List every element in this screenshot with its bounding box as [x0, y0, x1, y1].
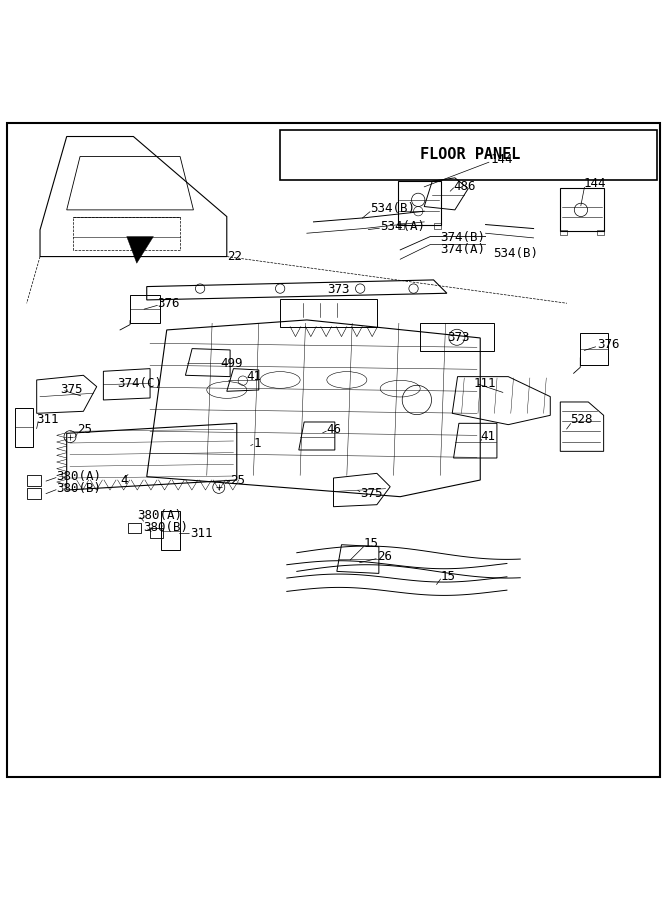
- Bar: [398, 181, 441, 225]
- Text: 380(B): 380(B): [143, 521, 188, 534]
- Text: 375: 375: [60, 383, 83, 397]
- Text: 4: 4: [120, 473, 127, 487]
- Text: 144: 144: [584, 176, 606, 190]
- Bar: [560, 230, 567, 235]
- Text: 534(B): 534(B): [494, 247, 538, 260]
- Bar: [161, 511, 180, 550]
- Text: 375: 375: [360, 487, 383, 500]
- Text: 1: 1: [253, 436, 261, 450]
- Bar: [27, 475, 41, 486]
- Bar: [27, 488, 41, 499]
- Text: 534(A): 534(A): [380, 220, 425, 233]
- Text: 46: 46: [327, 424, 342, 436]
- Polygon shape: [127, 237, 153, 263]
- Bar: [560, 188, 604, 231]
- Text: 15: 15: [364, 537, 378, 550]
- Text: 380(A): 380(A): [137, 508, 181, 522]
- Text: 486: 486: [454, 180, 476, 193]
- Text: 111: 111: [474, 377, 496, 390]
- Text: 41: 41: [247, 370, 261, 383]
- Text: FLOOR PANEL: FLOOR PANEL: [420, 147, 520, 162]
- Text: 22: 22: [227, 250, 241, 263]
- Bar: [150, 528, 163, 538]
- Text: 374(C): 374(C): [117, 377, 161, 390]
- Text: 15: 15: [440, 571, 455, 583]
- Text: 528: 528: [570, 413, 593, 427]
- Text: 499: 499: [220, 356, 243, 370]
- Text: 376: 376: [597, 338, 620, 351]
- Text: 373: 373: [327, 284, 350, 296]
- Bar: [128, 523, 141, 533]
- Text: 41: 41: [480, 430, 495, 443]
- Text: 373: 373: [447, 331, 470, 345]
- Bar: [434, 223, 441, 229]
- Text: 374(A): 374(A): [440, 243, 485, 256]
- Text: 380(B): 380(B): [57, 482, 101, 495]
- Text: 311: 311: [37, 413, 59, 427]
- Text: 534(B): 534(B): [370, 202, 415, 215]
- Text: 380(A): 380(A): [57, 470, 101, 483]
- Text: 25: 25: [77, 424, 91, 436]
- Bar: [398, 223, 404, 229]
- Text: 144: 144: [490, 153, 513, 166]
- Bar: [597, 230, 604, 235]
- Text: 26: 26: [377, 550, 392, 563]
- Text: 25: 25: [230, 473, 245, 487]
- Bar: [280, 130, 657, 180]
- Text: 376: 376: [157, 297, 179, 310]
- Text: 311: 311: [190, 526, 213, 540]
- Text: 374(B): 374(B): [440, 231, 485, 245]
- Bar: [15, 408, 33, 446]
